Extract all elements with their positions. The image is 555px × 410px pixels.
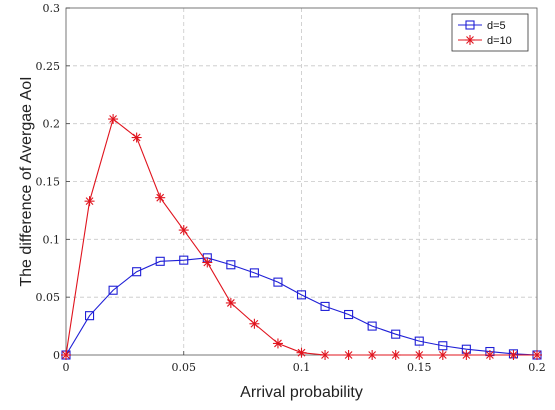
legend: d=5 d=10 xyxy=(451,13,529,52)
data-point xyxy=(391,329,401,339)
axis-ticks: 0 0.05 0.1 0.15 0.2 0 0.05 0.1 0.15 0.2 0.25 0.3 xyxy=(36,2,546,374)
data-point xyxy=(484,350,495,360)
data-point xyxy=(272,338,283,349)
x-tick-label: 0.05 xyxy=(172,361,197,374)
legend-label: d=5 xyxy=(487,20,506,32)
data-point xyxy=(61,350,71,360)
legend-label: d=10 xyxy=(487,35,512,47)
legend-marker xyxy=(465,20,475,30)
data-point xyxy=(320,350,331,360)
data-point xyxy=(438,341,448,351)
y-tick-label: 0.05 xyxy=(36,291,61,304)
data-point xyxy=(273,277,283,287)
data-point xyxy=(414,350,425,360)
x-tick-label: 0.2 xyxy=(528,361,546,374)
x-tick-label: 0 xyxy=(63,361,70,374)
data-point xyxy=(437,350,448,360)
data-point xyxy=(225,297,236,308)
data-point xyxy=(532,350,542,360)
data-point xyxy=(343,350,354,360)
data-point xyxy=(108,114,119,125)
legend-marker xyxy=(465,35,475,45)
x-tick-label: 0.1 xyxy=(293,361,311,374)
data-point xyxy=(296,290,307,300)
data-point xyxy=(367,350,378,360)
data-point xyxy=(85,311,95,321)
data-point xyxy=(202,257,213,268)
data-point xyxy=(132,267,142,277)
data-point xyxy=(414,336,424,346)
y-tick-label: 0.1 xyxy=(43,233,61,246)
data-point xyxy=(178,225,189,236)
y-tick-label: 0.3 xyxy=(43,2,61,15)
data-point xyxy=(179,255,189,265)
data-point xyxy=(344,309,354,320)
y-tick-label: 0.2 xyxy=(43,118,61,131)
data-point xyxy=(508,350,519,360)
data-point xyxy=(320,301,330,311)
series-layer xyxy=(61,114,542,360)
y-tick-label: 0.25 xyxy=(36,60,61,73)
data-point xyxy=(131,132,142,143)
legend-box xyxy=(451,13,529,52)
data-point xyxy=(390,350,401,360)
data-point xyxy=(226,260,236,270)
data-point xyxy=(296,347,307,358)
x-axis-label: Arrival probability xyxy=(240,384,363,401)
grid-lines xyxy=(66,8,537,355)
y-tick-label: 0.15 xyxy=(36,176,61,189)
data-point xyxy=(84,196,95,207)
x-tick-label: 0.15 xyxy=(407,361,432,374)
data-point xyxy=(461,350,472,360)
data-point xyxy=(155,192,166,203)
series-line-1 xyxy=(65,257,538,356)
data-point xyxy=(108,285,118,295)
data-point xyxy=(155,256,165,266)
data-point xyxy=(249,268,259,278)
y-axis-label: The difference of Avergae AoI xyxy=(18,76,35,286)
data-point xyxy=(249,318,260,329)
y-tick-label: 0 xyxy=(53,349,60,362)
data-point xyxy=(367,321,377,331)
